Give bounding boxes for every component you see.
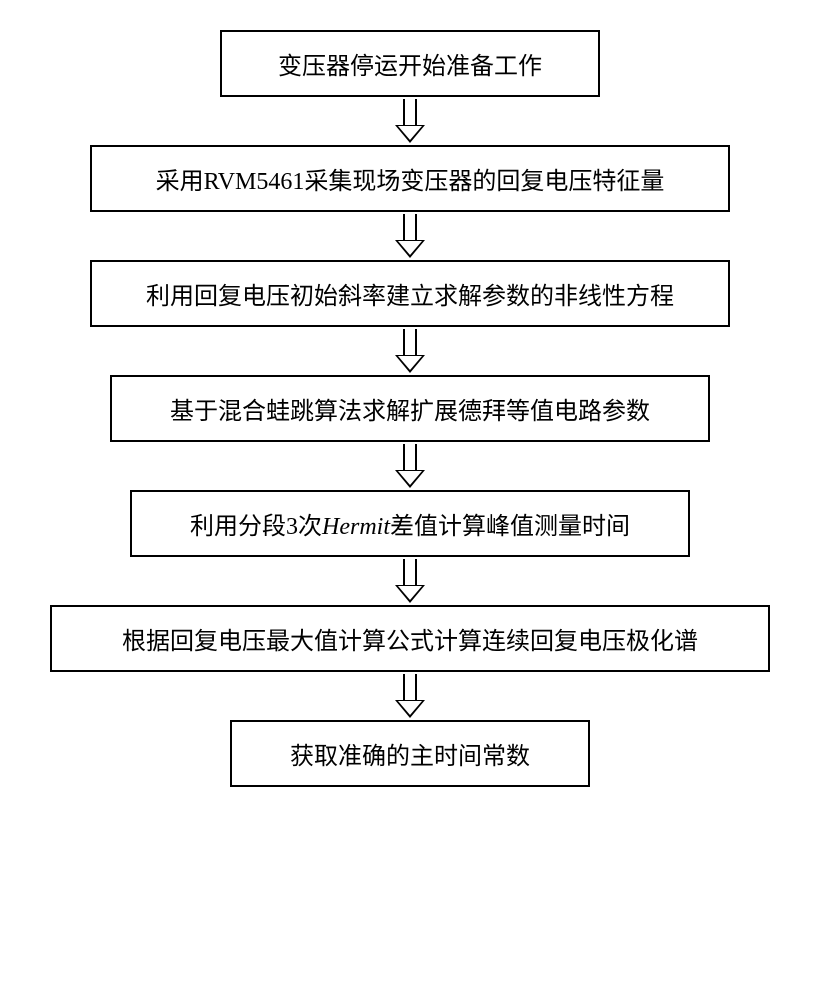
- step-label: 基于混合蛙跳算法求解扩展德拜等值电路参数: [170, 391, 650, 426]
- flowchart-step-1: 变压器停运开始准备工作: [220, 30, 600, 97]
- flowchart-container: 变压器停运开始准备工作 采用RVM5461采集现场变压器的回复电压特征量 利用回…: [0, 30, 820, 787]
- flowchart-step-6: 根据回复电压最大值计算公式计算连续回复电压极化谱: [50, 605, 770, 672]
- flowchart-arrow: [395, 212, 425, 260]
- step-label: 变压器停运开始准备工作: [278, 46, 542, 81]
- step-label: 利用回复电压初始斜率建立求解参数的非线性方程: [146, 276, 674, 311]
- flowchart-arrow: [395, 97, 425, 145]
- flowchart-arrow: [395, 557, 425, 605]
- step-label: 利用分段3次Hermit差值计算峰值测量时间: [190, 506, 630, 541]
- flowchart-step-2: 采用RVM5461采集现场变压器的回复电压特征量: [90, 145, 730, 212]
- flowchart-arrow: [395, 327, 425, 375]
- flowchart-step-7: 获取准确的主时间常数: [230, 720, 590, 787]
- step-label-prefix: 利用分段3次: [190, 514, 322, 540]
- flowchart-step-4: 基于混合蛙跳算法求解扩展德拜等值电路参数: [110, 375, 710, 442]
- step-label: 获取准确的主时间常数: [290, 736, 530, 771]
- flowchart-step-3: 利用回复电压初始斜率建立求解参数的非线性方程: [90, 260, 730, 327]
- step-label: 采用RVM5461采集现场变压器的回复电压特征量: [156, 161, 665, 196]
- flowchart-arrow: [395, 672, 425, 720]
- flowchart-step-5: 利用分段3次Hermit差值计算峰值测量时间: [130, 490, 690, 557]
- step-label-italic: Hermit: [322, 514, 390, 540]
- flowchart-arrow: [395, 442, 425, 490]
- step-label-suffix: 差值计算峰值测量时间: [390, 514, 630, 540]
- step-label: 根据回复电压最大值计算公式计算连续回复电压极化谱: [122, 621, 698, 656]
